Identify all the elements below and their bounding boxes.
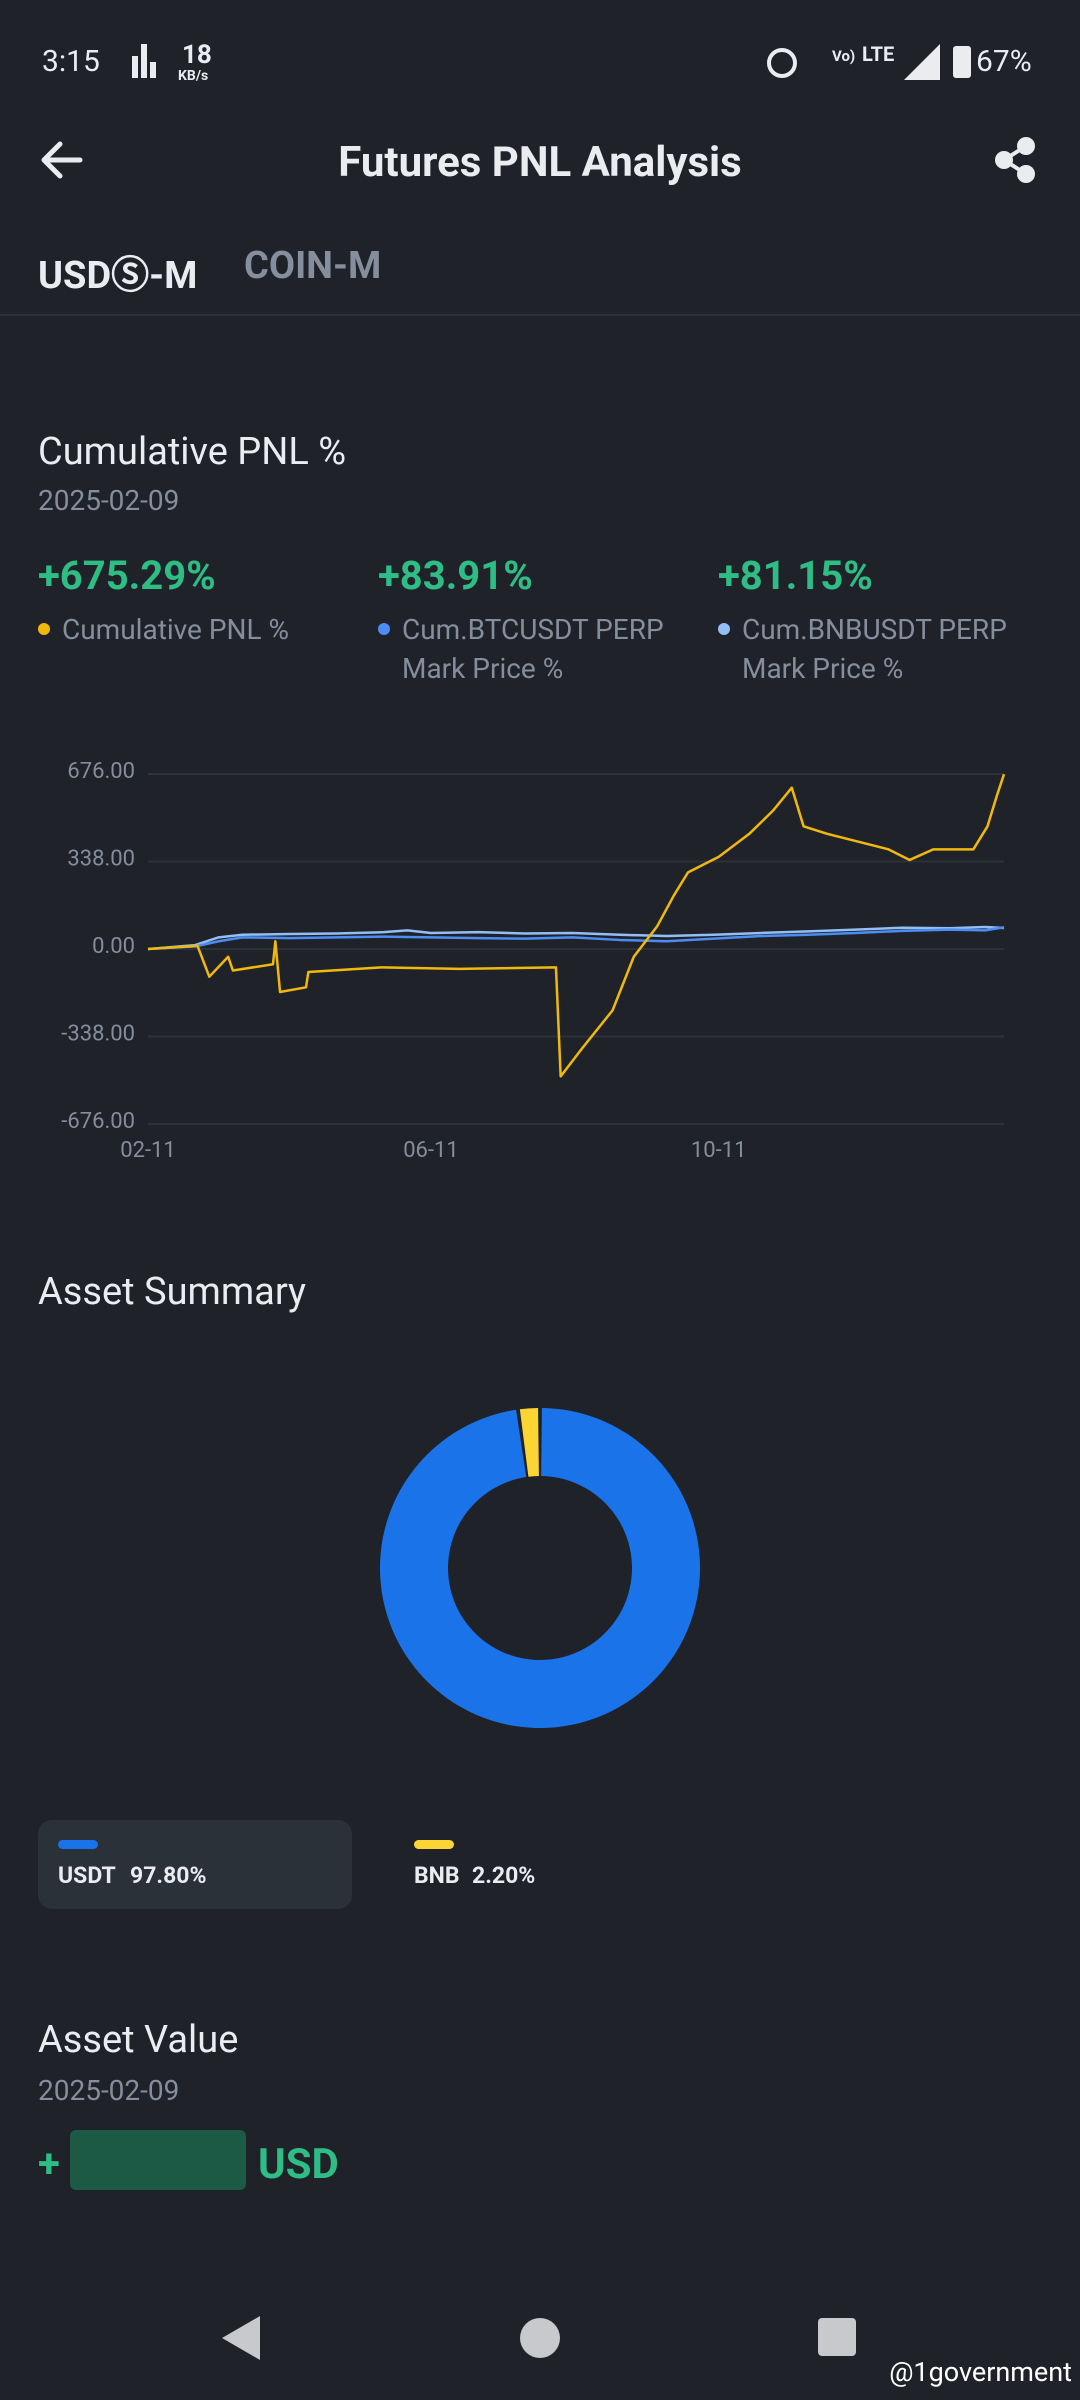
line-series [147,926,1005,951]
tab[interactable]: COIN-M [244,244,382,288]
tab-active[interactable]: USDⓈ-M [38,254,198,298]
section-date: 2025-02-09 [38,2074,180,2107]
x-tick-label: 02-11 [120,1138,176,1163]
legend-label: Cum.BNBUSDT PERP Mark Price % [742,613,1007,685]
legend-dot [718,623,730,635]
status-network: LTE [862,42,895,66]
donut-slice [519,1408,539,1477]
legend-dot [378,623,390,635]
hidden-amount [70,2130,246,2190]
status-speed-unit: KB/s [178,68,209,84]
y-tick-label: -338.00 [61,1021,135,1046]
nav-home[interactable] [520,2318,560,2358]
legend-item: Cum.BNBUSDT PERP Mark Price % [718,610,1042,688]
section-title: Asset Value [38,2018,239,2062]
battery-icon [953,46,971,78]
y-tick-label: 338.00 [67,846,135,871]
value-sign: + [38,2140,60,2187]
y-tick-label: 0.00 [92,934,135,959]
y-tick-label: -676.00 [61,1109,135,1134]
legend-swatch [58,1840,98,1849]
legend-label: BNB [414,1862,460,1889]
donut-slice [380,1408,700,1728]
legend-dot [38,623,50,635]
status-battery: 67% [976,44,1032,79]
share-button[interactable] [995,137,1035,183]
volte-icon: Vo) [832,47,855,65]
page-title: Futures PNL Analysis [338,138,742,187]
legend-label: Cum.BTCUSDT PERP Mark Price % [402,613,664,685]
nav-recents[interactable] [818,2318,856,2356]
legend-label: USDT [58,1862,116,1889]
section-title: Asset Summary [38,1270,307,1314]
watermark: @1government [889,2356,1072,2388]
value-unit: USD [258,2140,339,2189]
stat-value: +81.15% [718,552,873,599]
status-time: 3:15 [42,44,100,79]
signal-speed-icon [132,44,156,78]
legend-value: 97.80% [130,1862,207,1889]
alarm-icon [767,48,797,78]
y-tick-label: 676.00 [67,759,135,784]
x-tick-label: 10-11 [691,1138,747,1163]
pnl-chart: 676.00 338.00 0.00 -338.00 -676.00 02-11 06-11… [61,759,1006,1163]
legend-box [38,1820,352,1909]
back-button[interactable] [41,141,83,179]
x-tick-label: 06-11 [403,1138,459,1163]
legend-value: 2.20% [472,1862,536,1889]
line-series [147,925,1005,951]
legend-item: Cumulative PNL % [38,610,362,649]
legend-label: Cumulative PNL % [62,613,290,646]
asset-donut [380,1408,700,1728]
legend-item: Cum.BTCUSDT PERP Mark Price % [378,610,702,688]
legend-swatch [414,1840,454,1849]
nav-back[interactable] [222,2316,260,2360]
line-series [147,773,1006,1078]
signal-icon [904,44,940,80]
stat-value: +675.29% [38,552,216,599]
status-speed: 18 [182,40,212,70]
section-title: Cumulative PNL % [38,430,347,474]
section-date: 2025-02-09 [38,484,180,517]
stat-value: +83.91% [378,552,533,599]
